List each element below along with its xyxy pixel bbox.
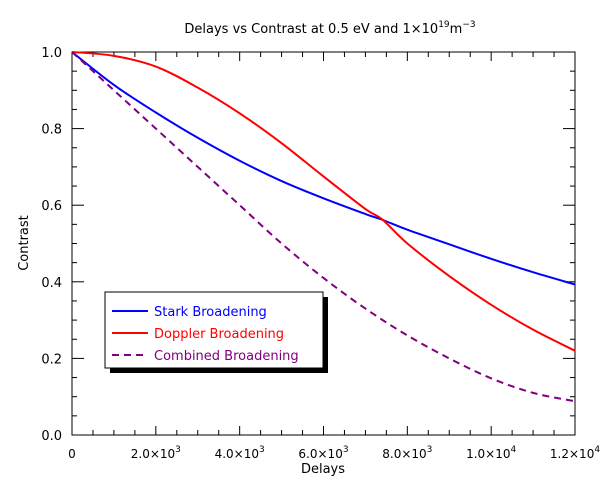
chart-title-sup: 19	[438, 20, 450, 30]
chart-title-sup2: −3	[462, 20, 475, 30]
x-tick-label: 2.0×103	[131, 445, 181, 461]
series-lines	[71, 51, 576, 403]
y-tick-labels: 0.0 0.2 0.4 0.6 0.8 1.0	[41, 46, 62, 444]
y-tick-label: 0.8	[41, 123, 62, 138]
y-tick-label: 0.0	[41, 429, 62, 444]
combined-line	[71, 51, 576, 403]
x-tick-label: 1.2×104	[550, 445, 600, 461]
x-axis-label: Delays	[301, 462, 345, 477]
chart-title-mid: m	[450, 22, 463, 37]
x-tick-label: 0	[68, 447, 76, 461]
legend-entry-doppler: Doppler Broadening	[112, 327, 284, 342]
y-tick-label: 0.2	[41, 352, 62, 367]
chart-title-main: Delays vs Contrast at 0.5 eV and 1×10	[184, 22, 438, 37]
legend-entry-combined: Combined Broadening	[112, 349, 299, 364]
x-tick-label: 6.0×103	[298, 445, 348, 461]
doppler-line	[71, 51, 576, 352]
x-tick-label: 1.0×104	[466, 445, 516, 461]
stark-line	[71, 51, 576, 286]
y-tick-label: 1.0	[41, 46, 62, 61]
y-tick-label: 0.4	[41, 276, 62, 291]
legend-entry-stark: Stark Broadening	[112, 305, 267, 320]
x-tick-labels: 0 2.0×103 4.0×103 6.0×103 8.0×103 1.0×104 1.2×…	[68, 445, 600, 461]
y-tick-label: 0.6	[41, 199, 62, 214]
chart-title: Delays vs Contrast at 0.5 eV and 1×1019m…	[184, 20, 475, 37]
axis-ticks	[71, 51, 576, 436]
x-tick-label: 8.0×103	[382, 445, 432, 461]
legend-label: Stark Broadening	[154, 305, 267, 320]
plot-frame	[71, 51, 576, 436]
y-axis-label: Contrast	[17, 215, 32, 271]
legend-entries: Stark Broadening Doppler Broadening Combin…	[112, 305, 299, 364]
legend-label: Doppler Broadening	[154, 327, 284, 342]
x-tick-label: 4.0×103	[215, 445, 265, 461]
legend: Stark Broadening Doppler Broadening Combin…	[104, 291, 328, 373]
legend-label: Combined Broadening	[154, 349, 299, 364]
